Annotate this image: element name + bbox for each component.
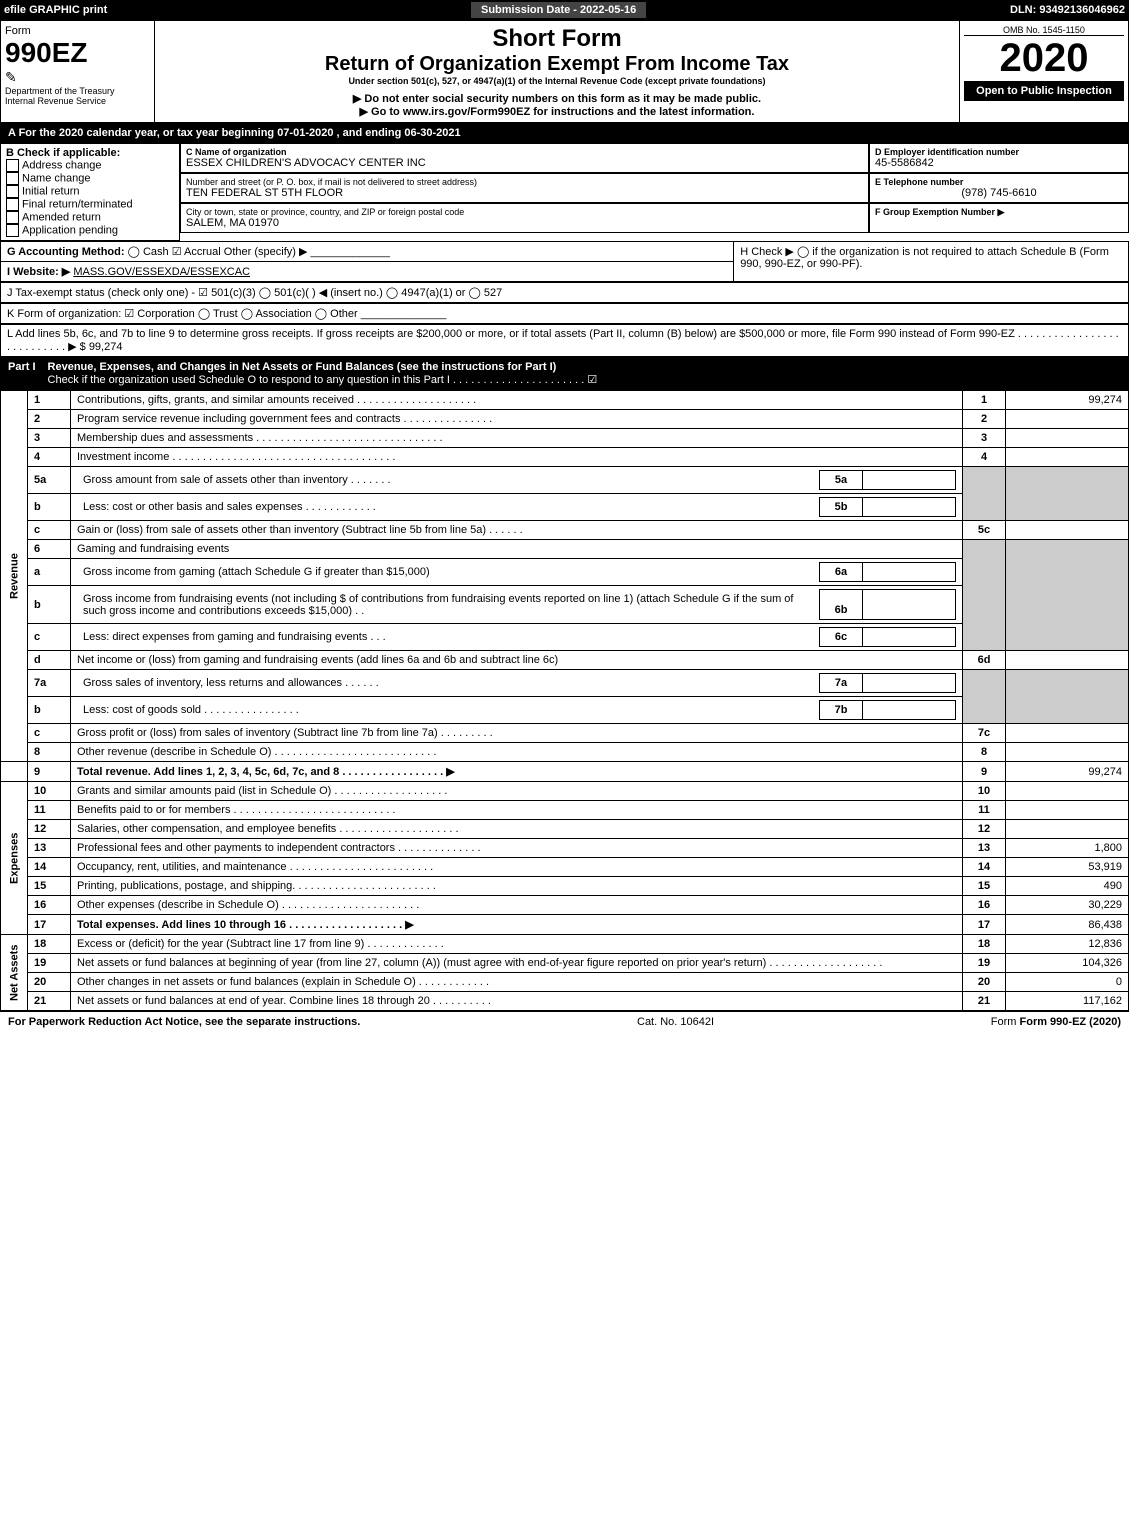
section-h: H Check ▶ ◯ if the organization is not r… bbox=[734, 242, 1129, 282]
d-ein-value: 45-5586842 bbox=[875, 157, 1123, 169]
netassets-label: Net Assets bbox=[1, 935, 28, 1011]
org-info-block: B Check if applicable: Address change Na… bbox=[0, 143, 1129, 241]
checkbox-final-return[interactable]: Final return/terminated bbox=[6, 198, 174, 211]
topbar: efile GRAPHIC print Submission Date - 20… bbox=[0, 0, 1129, 20]
footer-right: Form Form 990-EZ (2020) bbox=[991, 1016, 1121, 1028]
part1-label: Part I bbox=[8, 361, 48, 386]
k-text: K Form of organization: ☑ Corporation ◯ … bbox=[7, 308, 358, 320]
part1-title: Revenue, Expenses, and Changes in Net As… bbox=[48, 361, 557, 373]
section-a-text: A For the 2020 calendar year, or tax yea… bbox=[8, 127, 461, 139]
l1-num: 1 bbox=[28, 391, 71, 410]
section-d-ein: D Employer identification number 45-5586… bbox=[869, 143, 1129, 173]
open-public-badge: Open to Public Inspection bbox=[964, 81, 1124, 101]
h-text: H Check ▶ ◯ if the organization is not r… bbox=[740, 246, 1109, 270]
warning-link: ▶ Go to www.irs.gov/Form990EZ for instru… bbox=[159, 105, 955, 118]
c-street-value: TEN FEDERAL ST 5TH FLOOR bbox=[186, 187, 863, 199]
f-group-label: F Group Exemption Number ▶ bbox=[875, 207, 1123, 218]
checkbox-name-change[interactable]: Name change bbox=[6, 172, 174, 185]
g-label: G Accounting Method: bbox=[7, 246, 125, 258]
section-c-street: Number and street (or P. O. box, if mail… bbox=[180, 173, 869, 203]
form-number: 990EZ bbox=[5, 37, 150, 69]
i-label: I Website: ▶ bbox=[7, 266, 70, 278]
subtitle: Under section 501(c), 527, or 4947(a)(1)… bbox=[159, 76, 955, 86]
part1-lines-table: Revenue 1 Contributions, gifts, grants, … bbox=[0, 390, 1129, 1011]
short-form-title: Short Form bbox=[159, 25, 955, 53]
warning-ssn: ▶ Do not enter social security numbers o… bbox=[159, 92, 955, 105]
section-b-label: B Check if applicable: bbox=[6, 147, 174, 159]
d-ein-label: D Employer identification number bbox=[875, 147, 1123, 157]
l1-amt: 99,274 bbox=[1006, 391, 1129, 410]
footer-center: Cat. No. 10642I bbox=[637, 1016, 714, 1028]
omb-label: OMB No. 1545-1150 bbox=[964, 25, 1124, 36]
section-c-city: City or town, state or province, country… bbox=[180, 203, 869, 233]
e-phone-value: (978) 745-6610 bbox=[875, 187, 1123, 199]
part1-bar: Part I Revenue, Expenses, and Changes in… bbox=[0, 357, 1129, 390]
section-j: J Tax-exempt status (check only one) - ☑… bbox=[0, 282, 1129, 303]
checkbox-initial-return[interactable]: Initial return bbox=[6, 185, 174, 198]
g-other[interactable]: Other (specify) ▶ _____________ bbox=[224, 246, 390, 258]
tax-year: 2020 bbox=[964, 36, 1124, 81]
efile-label: efile GRAPHIC print bbox=[4, 4, 107, 16]
c-city-value: SALEM, MA 01970 bbox=[186, 217, 863, 229]
c-name-label: C Name of organization bbox=[186, 147, 863, 157]
checkbox-amended-return[interactable]: Amended return bbox=[6, 211, 174, 224]
g-cash[interactable]: ◯ Cash bbox=[128, 246, 169, 258]
c-name-value: ESSEX CHILDREN'S ADVOCACY CENTER INC bbox=[186, 157, 863, 169]
revenue-label: Revenue bbox=[1, 391, 28, 762]
dln-label: DLN: 93492136046962 bbox=[1010, 4, 1125, 16]
l1-ln: 1 bbox=[963, 391, 1006, 410]
submission-date-badge: Submission Date - 2022-05-16 bbox=[471, 2, 646, 18]
j-text: J Tax-exempt status (check only one) - ☑… bbox=[7, 287, 502, 299]
expenses-label: Expenses bbox=[1, 782, 28, 935]
gh-row: G Accounting Method: ◯ Cash ☑ Accrual Ot… bbox=[0, 241, 1129, 282]
footer: For Paperwork Reduction Act Notice, see … bbox=[0, 1011, 1129, 1032]
section-k: K Form of organization: ☑ Corporation ◯ … bbox=[0, 303, 1129, 324]
c-city-label: City or town, state or province, country… bbox=[186, 207, 863, 217]
dept-label: Department of the Treasury bbox=[5, 86, 150, 96]
section-g: G Accounting Method: ◯ Cash ☑ Accrual Ot… bbox=[1, 242, 734, 262]
part1-check: Check if the organization used Schedule … bbox=[48, 374, 598, 386]
section-f-group: F Group Exemption Number ▶ bbox=[869, 203, 1129, 233]
i-website[interactable]: MASS.GOV/ESSEXDA/ESSEXCAC bbox=[73, 266, 250, 278]
section-a-bar: A For the 2020 calendar year, or tax yea… bbox=[0, 123, 1129, 143]
section-b: B Check if applicable: Address change Na… bbox=[0, 143, 180, 241]
section-l: L Add lines 5b, 6c, and 7b to line 9 to … bbox=[0, 324, 1129, 357]
form-label: Form bbox=[5, 25, 150, 37]
section-i: I Website: ▶ MASS.GOV/ESSEXDA/ESSEXCAC bbox=[1, 262, 734, 282]
checkbox-application-pending[interactable]: Application pending bbox=[6, 224, 174, 237]
form-header: Form 990EZ ✎ Department of the Treasury … bbox=[0, 20, 1129, 123]
checkbox-address-change[interactable]: Address change bbox=[6, 159, 174, 172]
footer-left: For Paperwork Reduction Act Notice, see … bbox=[8, 1016, 360, 1028]
l-text: L Add lines 5b, 6c, and 7b to line 9 to … bbox=[7, 328, 1119, 353]
g-accrual[interactable]: ☑ Accrual bbox=[172, 246, 221, 258]
e-phone-label: E Telephone number bbox=[875, 177, 1123, 187]
section-c-name: C Name of organization ESSEX CHILDREN'S … bbox=[180, 143, 869, 173]
section-e-phone: E Telephone number (978) 745-6610 bbox=[869, 173, 1129, 203]
c-street-label: Number and street (or P. O. box, if mail… bbox=[186, 177, 863, 187]
return-title: Return of Organization Exempt From Incom… bbox=[159, 53, 955, 76]
l1-desc: Contributions, gifts, grants, and simila… bbox=[71, 391, 963, 410]
irs-label: Internal Revenue Service bbox=[5, 96, 150, 106]
